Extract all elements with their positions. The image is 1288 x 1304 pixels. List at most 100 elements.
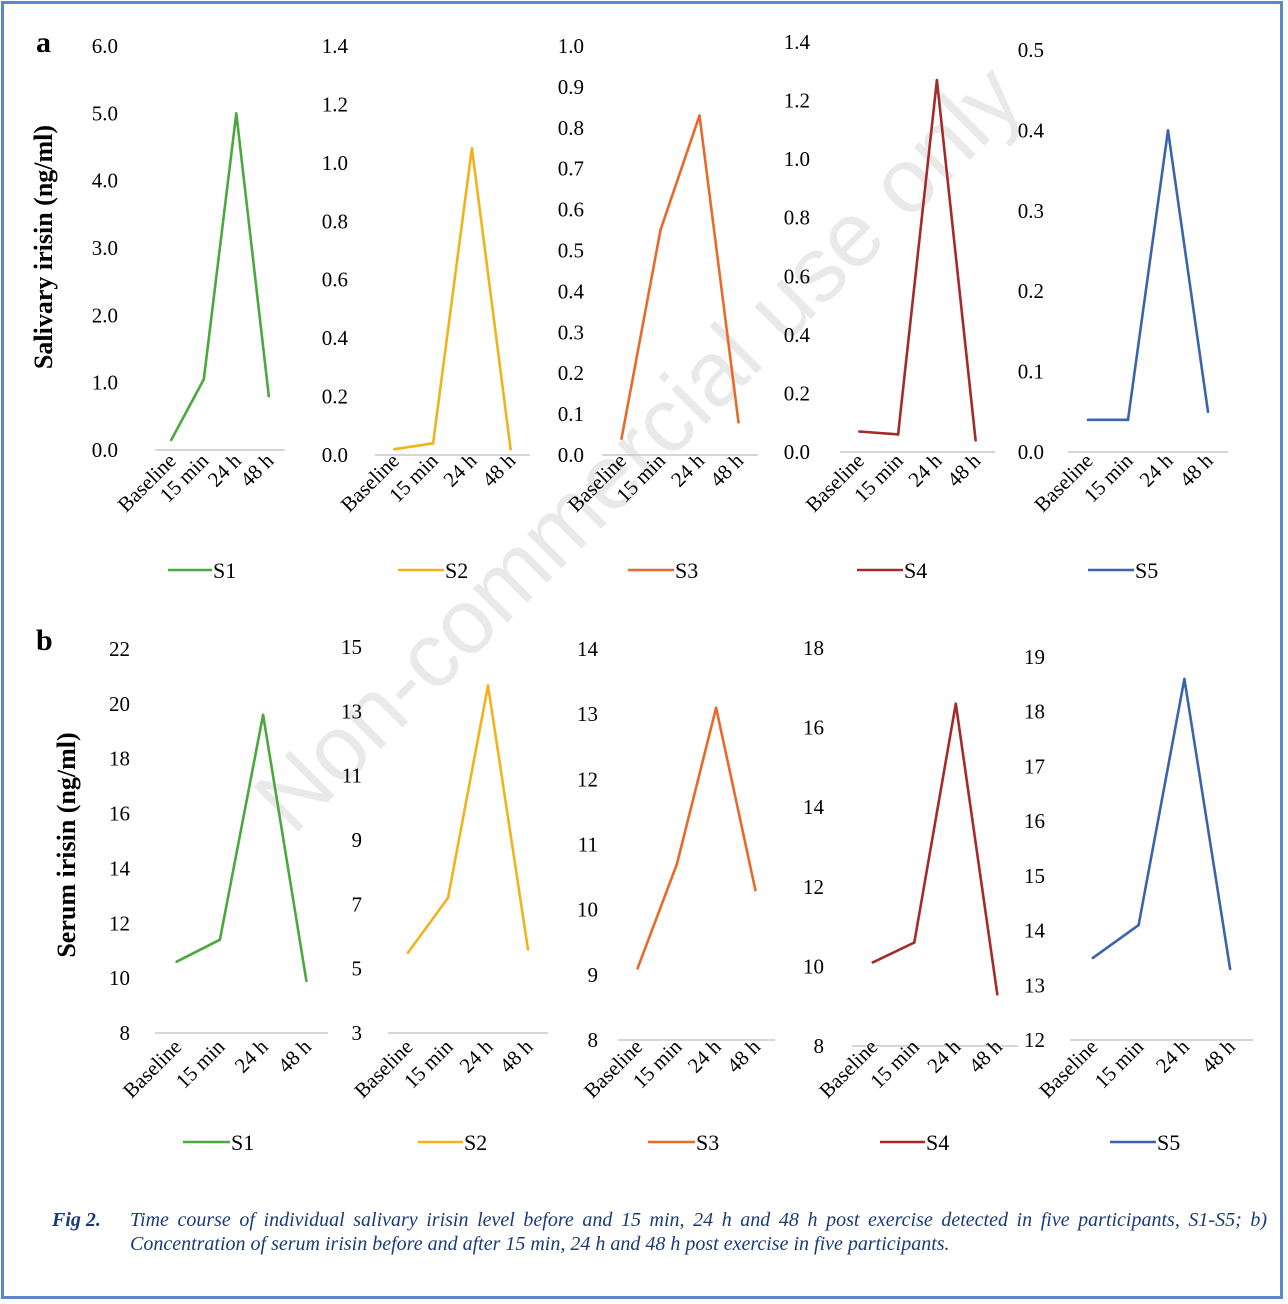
data-point <box>954 702 958 706</box>
y-tick-label: 11 <box>578 833 598 857</box>
data-point <box>636 967 639 970</box>
data-point <box>305 979 308 983</box>
y-tick-label: 3.0 <box>92 236 118 260</box>
y-tick-label: 10 <box>803 954 824 978</box>
data-point <box>393 447 396 451</box>
legend-label: S2 <box>464 1130 487 1155</box>
x-tick-label: 48 h <box>964 1034 1007 1077</box>
y-tick-label: 0.1 <box>558 402 584 426</box>
y-tick-label: 0.4 <box>1018 118 1045 142</box>
series-line-s1 <box>176 714 308 982</box>
y-tick-label: 19 <box>1024 645 1045 669</box>
data-point <box>261 713 265 717</box>
y-tick-label: 7 <box>352 892 363 916</box>
data-point <box>1086 418 1090 422</box>
y-tick-label: 16 <box>1024 809 1045 833</box>
series-line-s2 <box>394 148 512 451</box>
y-tick-label: 2.0 <box>92 303 118 327</box>
data-point <box>1206 410 1210 414</box>
y-tick-label: 0.7 <box>558 157 584 181</box>
y-tick-label: 14 <box>803 795 825 819</box>
data-point <box>202 378 206 381</box>
y-tick-label: 18 <box>1024 700 1045 724</box>
data-point <box>486 684 490 687</box>
y-tick-label: 16 <box>803 716 824 740</box>
data-point <box>1166 129 1170 132</box>
y-tick-label: 22 <box>109 637 130 661</box>
series-line-s1 <box>170 113 271 441</box>
caption-text: Time course of individual salivary irisi… <box>130 1209 1267 1255</box>
y-tick-label: 0.4 <box>558 279 585 303</box>
y-tick-label: 0.8 <box>784 206 810 230</box>
y-tick-label: 12 <box>109 911 130 935</box>
watermark-text: Non-commercial use only <box>235 45 1041 851</box>
series-line-s4 <box>859 79 977 441</box>
data-point <box>431 442 435 445</box>
data-point <box>871 961 875 964</box>
y-tick-label: 0.5 <box>558 239 584 263</box>
data-point <box>896 433 900 436</box>
y-tick-label: 1.4 <box>322 34 349 58</box>
x-tick-label: 15 min <box>865 1034 924 1093</box>
data-point <box>995 992 999 996</box>
legend-label: S4 <box>904 558 927 583</box>
y-tick-label: 0.4 <box>784 323 811 347</box>
y-tick-label: 0.3 <box>1018 199 1044 223</box>
y-tick-label: 18 <box>109 747 130 771</box>
y-tick-label: 0.0 <box>92 438 118 462</box>
y-tick-label: 14 <box>1024 919 1046 943</box>
y-tick-label: 5.0 <box>92 101 118 125</box>
x-tick-label: 15 min <box>171 1034 230 1093</box>
x-tick-label: 48 h <box>273 1034 316 1077</box>
y-tick-label: 3 <box>352 1021 363 1045</box>
y-tick-label: 15 <box>341 635 362 659</box>
data-point <box>698 114 701 117</box>
y-tick-label: 0.6 <box>558 198 584 222</box>
data-point <box>912 941 916 944</box>
data-point <box>406 951 410 954</box>
data-point <box>1091 956 1095 960</box>
data-point <box>1183 677 1186 681</box>
y-tick-label: 9 <box>352 828 363 852</box>
data-point <box>267 394 271 398</box>
y-tick-label: 1.0 <box>558 34 584 58</box>
legend-label: S3 <box>696 1130 719 1155</box>
data-point <box>714 706 718 709</box>
data-point <box>234 112 238 115</box>
y-tick-label: 1.2 <box>322 92 348 116</box>
y-tick-label: 0.0 <box>784 440 810 464</box>
y-tick-label: 0.0 <box>1018 440 1044 464</box>
data-point <box>620 437 623 440</box>
y-tick-label: 9 <box>588 963 599 987</box>
y-tick-label: 8 <box>814 1034 825 1058</box>
y-tick-label: 0.9 <box>558 75 584 99</box>
series-line-s3 <box>620 115 740 439</box>
y-tick-label: 14 <box>109 856 131 880</box>
y-tick-label: 5 <box>352 957 363 981</box>
y-tick-label: 12 <box>577 767 598 791</box>
y-tick-label: 1.4 <box>784 30 811 54</box>
x-tick-label: 48 h <box>1175 448 1218 491</box>
y-tick-label: 0.4 <box>322 326 349 350</box>
x-tick-label: 24 h <box>455 1034 498 1077</box>
x-tick-label: 15 min <box>1090 1034 1149 1093</box>
y-tick-label: 13 <box>1024 973 1045 997</box>
y-tick-label: 14 <box>577 637 599 661</box>
y-tick-label: 10 <box>577 898 598 922</box>
series-line-s5 <box>1092 678 1232 970</box>
data-point <box>526 948 530 951</box>
data-point <box>218 938 222 942</box>
y-tick-label: 11 <box>342 764 362 788</box>
y-tick-label: 0.2 <box>322 385 348 409</box>
y-tick-label: 1.0 <box>322 151 348 175</box>
panel-a: a Salivary irisin (ng/ml) 0.0 1.0 2.0 3.0 4.0 5… <box>29 26 1228 583</box>
series-line-s5 <box>1088 130 1210 422</box>
y-tick-label: 12 <box>803 875 824 899</box>
y-tick-label: 0.8 <box>558 116 584 140</box>
y-tick-label: 0.2 <box>784 381 810 405</box>
